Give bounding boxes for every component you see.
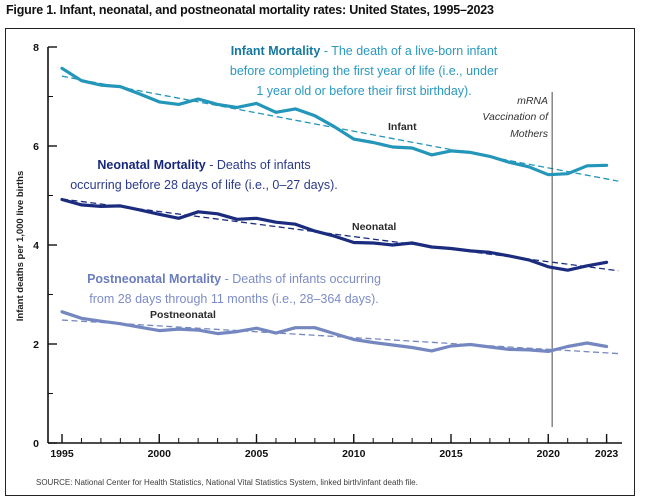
neonatal-definition-note: Neonatal Mortality - Deaths of infants o… bbox=[39, 155, 369, 195]
postneonatal-definition-body: - Deaths of infants occurring from 28 da… bbox=[89, 272, 381, 306]
figure-title: Figure 1. Infant, neonatal, and postneon… bbox=[6, 3, 494, 17]
infant-definition-note: Infant Mortality - The death of a live-b… bbox=[199, 41, 529, 101]
neonatal-series-label: Neonatal bbox=[352, 221, 397, 233]
mrna-event-annotation: mRNA Vaccination of Mothers bbox=[482, 95, 548, 140]
infant-definition-body: - The death of a live-born infant before… bbox=[229, 44, 499, 98]
postneonatal-series-label: Postneonatal bbox=[150, 309, 216, 321]
y-axis-title: Infant deaths per 1,000 live births bbox=[15, 170, 26, 322]
infant-series-label: Infant bbox=[388, 121, 417, 133]
neonatal-definition-heading: Neonatal Mortality bbox=[97, 158, 206, 172]
neonatal-definition-body: - Deaths of infants occurring before 28 … bbox=[70, 158, 338, 192]
infant-definition-heading: Infant Mortality bbox=[230, 44, 321, 58]
source-note: SOURCE: National Center for Health Stati… bbox=[36, 478, 418, 487]
postneonatal-definition-note: Postneonatal Mortality - Deaths of infan… bbox=[34, 269, 434, 309]
postneonatal-definition-heading: Postneonatal Mortality bbox=[87, 272, 222, 286]
